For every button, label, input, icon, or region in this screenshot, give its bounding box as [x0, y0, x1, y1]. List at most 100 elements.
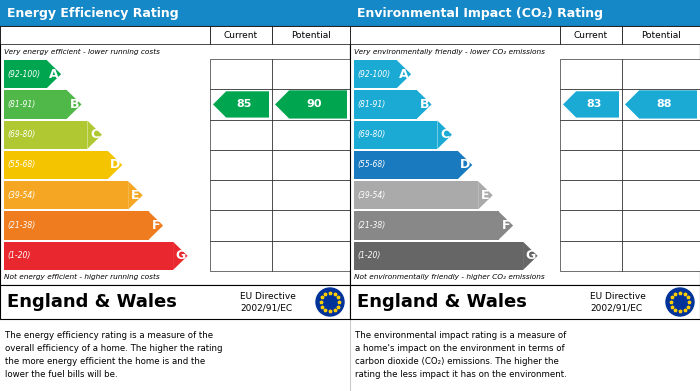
- Bar: [354, 242, 523, 270]
- Circle shape: [316, 288, 344, 316]
- Text: (69-80): (69-80): [357, 130, 385, 139]
- Bar: [560, 120, 622, 150]
- Text: Very energy efficient - lower running costs: Very energy efficient - lower running co…: [4, 48, 160, 55]
- Text: 88: 88: [657, 99, 672, 109]
- Text: E: E: [481, 189, 490, 202]
- Text: C: C: [90, 128, 99, 141]
- Polygon shape: [523, 242, 538, 270]
- Bar: [622, 150, 700, 180]
- Bar: [4, 120, 88, 149]
- Text: 83: 83: [587, 99, 602, 109]
- Circle shape: [666, 288, 694, 316]
- Bar: [350, 26, 560, 44]
- Text: 2002/91/EC: 2002/91/EC: [240, 304, 292, 313]
- Text: EU Directive: EU Directive: [240, 292, 296, 301]
- Bar: [0, 285, 350, 319]
- Bar: [354, 60, 397, 88]
- Bar: [4, 90, 67, 118]
- Bar: [350, 0, 700, 26]
- Bar: [622, 210, 700, 241]
- Bar: [0, 0, 350, 26]
- Polygon shape: [458, 151, 472, 179]
- Text: Potential: Potential: [641, 30, 681, 39]
- Text: Potential: Potential: [291, 30, 331, 39]
- Text: F: F: [502, 219, 510, 232]
- Bar: [272, 59, 350, 89]
- Bar: [560, 180, 622, 210]
- Text: (1-20): (1-20): [357, 251, 380, 260]
- Polygon shape: [108, 151, 122, 179]
- Text: D: D: [460, 158, 470, 172]
- Text: England & Wales: England & Wales: [357, 293, 527, 311]
- Polygon shape: [478, 181, 493, 210]
- Bar: [272, 180, 350, 210]
- Text: Environmental Impact (CO₂) Rating: Environmental Impact (CO₂) Rating: [357, 7, 603, 20]
- Bar: [560, 150, 622, 180]
- Bar: [210, 150, 272, 180]
- Bar: [354, 181, 478, 210]
- Text: (81-91): (81-91): [357, 100, 385, 109]
- Bar: [622, 26, 700, 44]
- Bar: [272, 210, 350, 241]
- Text: C: C: [440, 128, 449, 141]
- Text: Current: Current: [574, 30, 608, 39]
- Bar: [272, 150, 350, 180]
- Text: Energy Efficiency Rating: Energy Efficiency Rating: [7, 7, 178, 20]
- Polygon shape: [438, 120, 452, 149]
- Bar: [210, 26, 272, 44]
- Bar: [0, 26, 350, 285]
- Bar: [210, 241, 272, 271]
- Polygon shape: [88, 120, 102, 149]
- Bar: [272, 241, 350, 271]
- Bar: [4, 212, 148, 240]
- Polygon shape: [173, 242, 188, 270]
- Bar: [350, 285, 700, 319]
- Bar: [4, 60, 47, 88]
- Bar: [272, 26, 350, 44]
- Text: England & Wales: England & Wales: [7, 293, 177, 311]
- Text: (21-38): (21-38): [7, 221, 35, 230]
- Bar: [350, 26, 700, 285]
- Text: G: G: [525, 249, 536, 262]
- Bar: [354, 212, 498, 240]
- Polygon shape: [498, 212, 513, 240]
- Bar: [210, 210, 272, 241]
- Bar: [0, 26, 210, 44]
- Polygon shape: [128, 181, 143, 210]
- Bar: [622, 180, 700, 210]
- Text: A: A: [49, 68, 59, 81]
- Text: Not environmentally friendly - higher CO₂ emissions: Not environmentally friendly - higher CO…: [354, 274, 545, 280]
- Bar: [622, 89, 700, 120]
- Bar: [560, 26, 622, 44]
- Text: 90: 90: [307, 99, 322, 109]
- Text: (69-80): (69-80): [7, 130, 35, 139]
- Text: Not energy efficient - higher running costs: Not energy efficient - higher running co…: [4, 274, 160, 280]
- Text: (21-38): (21-38): [357, 221, 385, 230]
- Bar: [272, 120, 350, 150]
- Text: The environmental impact rating is a measure of
a home's impact on the environme: The environmental impact rating is a mea…: [355, 331, 567, 379]
- Text: 85: 85: [237, 99, 252, 109]
- Text: (92-100): (92-100): [7, 70, 40, 79]
- Text: (39-54): (39-54): [357, 191, 385, 200]
- Bar: [622, 59, 700, 89]
- Text: E: E: [131, 189, 140, 202]
- Bar: [272, 89, 350, 120]
- Polygon shape: [213, 91, 269, 118]
- Bar: [560, 59, 622, 89]
- Polygon shape: [67, 90, 81, 118]
- Bar: [210, 120, 272, 150]
- Polygon shape: [417, 90, 431, 118]
- Text: (81-91): (81-91): [7, 100, 35, 109]
- Bar: [210, 180, 272, 210]
- Text: F: F: [152, 219, 160, 232]
- Text: EU Directive: EU Directive: [590, 292, 646, 301]
- Polygon shape: [625, 90, 697, 118]
- Text: Current: Current: [224, 30, 258, 39]
- Bar: [622, 241, 700, 271]
- Bar: [560, 89, 622, 120]
- Text: (1-20): (1-20): [7, 251, 30, 260]
- Bar: [622, 120, 700, 150]
- Text: (39-54): (39-54): [7, 191, 35, 200]
- Bar: [210, 89, 272, 120]
- Bar: [4, 242, 173, 270]
